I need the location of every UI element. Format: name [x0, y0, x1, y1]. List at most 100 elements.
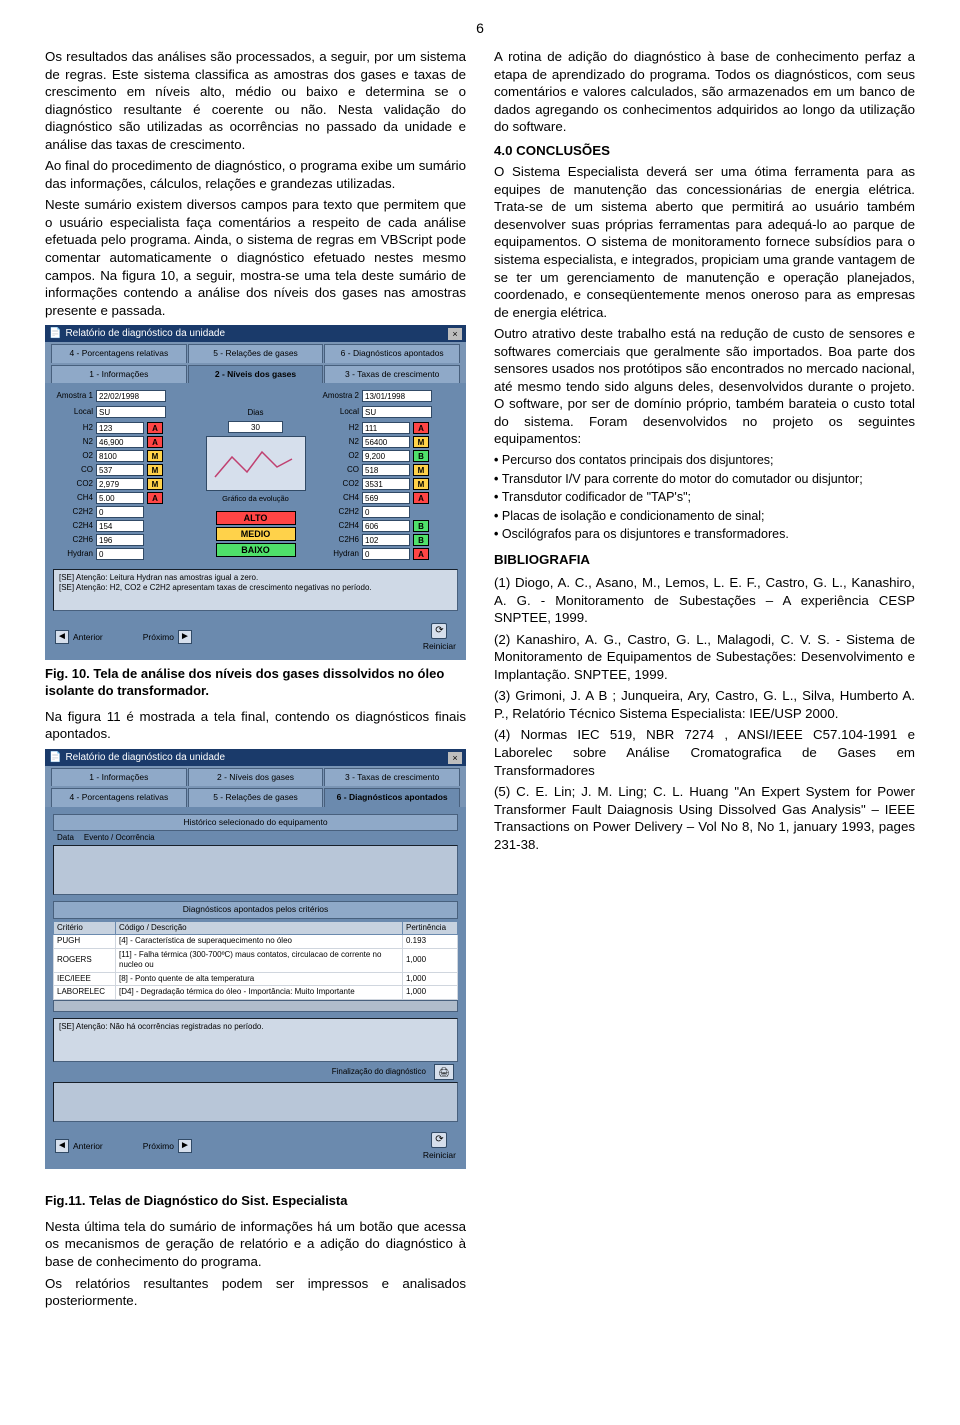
close-icon[interactable]: ×: [448, 328, 462, 340]
gas-value[interactable]: 0: [362, 506, 410, 518]
tab-growth-rates[interactable]: 3 - Taxas de crescimento: [324, 365, 460, 383]
severity-badge: B: [413, 450, 429, 462]
gas-row: H2111A: [319, 421, 458, 435]
next-button[interactable]: ►: [178, 1139, 192, 1153]
gas-value[interactable]: 46,900: [96, 436, 144, 448]
severity-badge: M: [147, 450, 163, 462]
table-row[interactable]: PUGH[4] - Característica de superaquecim…: [54, 935, 458, 949]
tab-diagnostics[interactable]: 6 - Diagnósticos apontados: [324, 788, 460, 806]
tab-gas-levels[interactable]: 2 - Níveis dos gases: [188, 768, 324, 786]
local2-value[interactable]: SU: [362, 406, 432, 418]
tab-percentages[interactable]: 4 - Porcentagens relativas: [51, 344, 187, 362]
right-p1: A rotina de adição do diagnóstico à base…: [494, 48, 915, 136]
gas-name: O2: [53, 451, 93, 462]
gas-value[interactable]: 2,979: [96, 478, 144, 490]
gas-value[interactable]: 196: [96, 534, 144, 546]
tab-info[interactable]: 1 - Informações: [51, 365, 187, 383]
gas-value[interactable]: 111: [362, 422, 410, 434]
prev-button[interactable]: ◄: [55, 1139, 69, 1153]
restart-icon[interactable]: ⟳: [431, 623, 447, 639]
severity-badge: A: [147, 436, 163, 448]
gas-name: H2: [53, 423, 93, 434]
gas-name: Hydran: [53, 549, 93, 560]
next-label: Próximo: [143, 1141, 174, 1152]
gas-value[interactable]: 606: [362, 520, 410, 532]
right-p3: Outro atrativo deste trabalho está na re…: [494, 325, 915, 448]
gas-value[interactable]: 56400: [362, 436, 410, 448]
gas-value[interactable]: 9,200: [362, 450, 410, 462]
tab-percentages[interactable]: 4 - Porcentagens relativas: [51, 788, 187, 806]
table-row[interactable]: LABORELEC[D4] - Degradação térmica do ól…: [54, 986, 458, 1000]
tab-growth-rates[interactable]: 3 - Taxas de crescimento: [324, 768, 460, 786]
fig11-titlebar: 📄 Relatório de diagnóstico da unidade ×: [45, 749, 466, 766]
gas-row: Hydran0: [53, 547, 192, 561]
gas-name: C2H2: [319, 507, 359, 518]
fig10-tabrow-top: 4 - Porcentagens relativas 5 - Relações …: [45, 342, 466, 362]
gas-value[interactable]: 0: [96, 548, 144, 560]
right-column: A rotina de adição do diagnóstico à base…: [494, 48, 915, 1173]
gas-value[interactable]: 0: [362, 548, 410, 560]
figure-11: 📄 Relatório de diagnóstico da unidade × …: [45, 749, 466, 1169]
history-list[interactable]: [53, 845, 458, 895]
tab-diagnostics[interactable]: 6 - Diagnósticos apontados: [324, 344, 460, 362]
next-button[interactable]: ►: [178, 630, 192, 644]
table-row[interactable]: ROGERS[11] - Falha térmica (300-700ºC) m…: [54, 948, 458, 972]
gas-value[interactable]: 537: [96, 464, 144, 476]
left-p2: Ao final do procedimento de diagnóstico,…: [45, 157, 466, 192]
gas-value[interactable]: 8100: [96, 450, 144, 462]
severity-badge: B: [413, 534, 429, 546]
left-p6: Os relatórios resultantes podem ser impr…: [45, 1275, 466, 1310]
sample1-label: Amostra 1: [53, 391, 93, 402]
finalization-area[interactable]: [53, 1082, 458, 1122]
gas-row: C2H20: [53, 505, 192, 519]
gas-value[interactable]: 5.00: [96, 492, 144, 504]
bullet-item: Oscilógrafos para os disjuntores e trans…: [494, 526, 915, 543]
gas-name: Hydran: [319, 549, 359, 560]
final-label: Finalização do diagnóstico: [332, 1067, 426, 1078]
right-p2: O Sistema Especialista deverá ser uma ót…: [494, 163, 915, 321]
gas-value[interactable]: 518: [362, 464, 410, 476]
gas-value[interactable]: 123: [96, 422, 144, 434]
sample2-label: Amostra 2: [319, 391, 359, 402]
gas-value[interactable]: 102: [362, 534, 410, 546]
severity-badge: B: [413, 520, 429, 532]
gas-value[interactable]: 0: [96, 506, 144, 518]
severity-badge: A: [413, 492, 429, 504]
close-icon[interactable]: ×: [448, 752, 462, 764]
prev-button[interactable]: ◄: [55, 630, 69, 644]
gas-value[interactable]: 154: [96, 520, 144, 532]
gas-name: CO: [319, 465, 359, 476]
gas-row: N246,900A: [53, 435, 192, 449]
gas-name: CH4: [53, 493, 93, 504]
table-row[interactable]: IEC/IEEE[8] - Ponto quente de alta tempe…: [54, 972, 458, 986]
dias-value[interactable]: 30: [228, 421, 283, 433]
gas-row: CO22,979M: [53, 477, 192, 491]
level-legend-baixo: BAIXO: [216, 543, 296, 557]
level-legend-alto: ALTO: [216, 511, 296, 525]
gas-name: C2H2: [53, 507, 93, 518]
tab-info[interactable]: 1 - Informações: [51, 768, 187, 786]
gas-value[interactable]: 3531: [362, 478, 410, 490]
warning-area: [SE] Atenção: Leitura Hydran nas amostra…: [53, 569, 458, 611]
sample1-panel: Amostra 1 22/02/1998 Local SU H2123AN246…: [53, 389, 192, 561]
finalization-header: Finalização do diagnóstico 🖨: [53, 1062, 458, 1082]
prev-label: Anterior: [73, 1141, 103, 1152]
diag-col-pert: Pertinência: [403, 921, 458, 935]
local1-value[interactable]: SU: [96, 406, 166, 418]
restart-icon[interactable]: ⟳: [431, 1132, 447, 1148]
memo-area: [SE] Atenção: Não há ocorrências registr…: [53, 1018, 458, 1062]
severity-badge: M: [413, 478, 429, 490]
dialog-icon: 📄: [49, 327, 61, 340]
print-icon[interactable]: 🖨: [434, 1064, 454, 1080]
scrollbar[interactable]: [53, 1000, 458, 1012]
middle-panel: Dias 30 Gráfico da evolução ALTOMEDIOBAI…: [198, 389, 313, 561]
tab-gas-relations[interactable]: 5 - Relações de gases: [188, 344, 324, 362]
sample2-date[interactable]: 13/01/1998: [362, 390, 432, 402]
tab-gas-levels[interactable]: 2 - Níveis dos gases: [188, 365, 324, 383]
gas-value[interactable]: 569: [362, 492, 410, 504]
tab-gas-relations[interactable]: 5 - Relações de gases: [188, 788, 324, 806]
sample1-date[interactable]: 22/02/1998: [96, 390, 166, 402]
history-columns: Data Evento / Ocorrência: [53, 831, 458, 846]
restart-label: Reiniciar: [423, 1150, 456, 1161]
ref-5: (5) C. E. Lin; J. M. Ling; C. L. Huang "…: [494, 783, 915, 853]
